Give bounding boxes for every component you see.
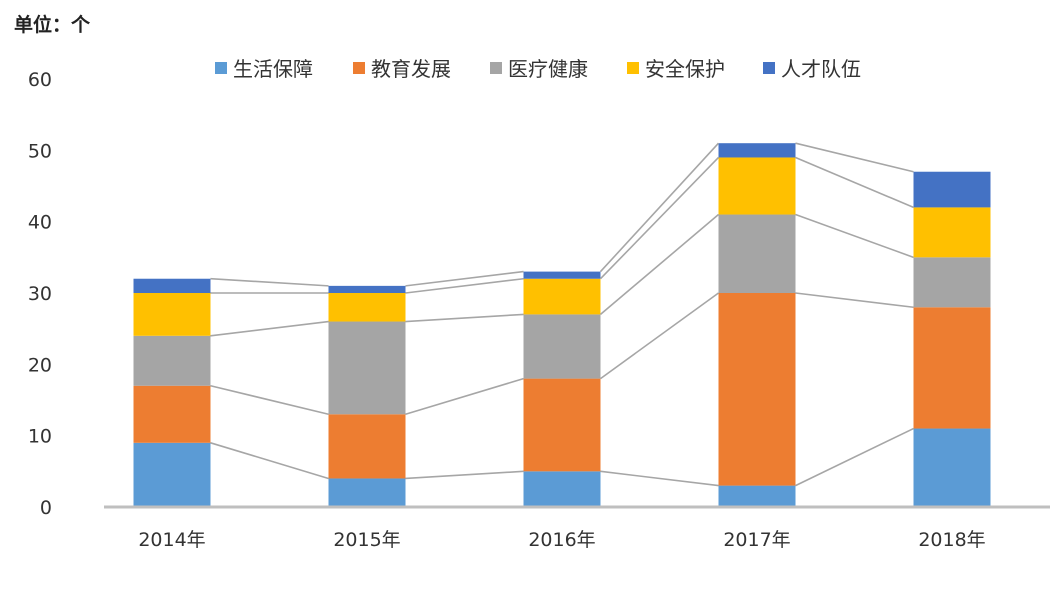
series-line: [599, 156, 720, 280]
series-line: [795, 292, 914, 309]
x-tick-label: 2018年: [918, 529, 985, 551]
bar-segment: [718, 485, 796, 507]
legend-swatch: [215, 62, 227, 74]
series-line: [405, 470, 524, 480]
bar-segment: [523, 378, 601, 472]
series-line: [405, 277, 524, 294]
bar-segment: [523, 271, 601, 279]
bar-segment: [718, 157, 796, 215]
bar-segment: [913, 428, 991, 507]
series-line: [405, 377, 524, 416]
bar-segment: [133, 278, 211, 293]
y-tick-label: 50: [28, 140, 52, 162]
series-line: [210, 277, 329, 287]
series-line: [795, 427, 914, 487]
series-line: [599, 213, 720, 316]
y-tick-label: 20: [28, 354, 52, 376]
series-line: [600, 292, 719, 380]
bar-segment: [913, 307, 991, 429]
legend-swatch: [627, 62, 639, 74]
bar-segment: [328, 414, 406, 479]
bar-segment: [523, 471, 601, 507]
legend-swatch: [490, 62, 502, 74]
series-line: [210, 384, 329, 416]
bar-segment: [718, 293, 796, 486]
series-line: [210, 320, 329, 337]
bar-segment: [133, 293, 211, 336]
bar-segment: [328, 293, 406, 322]
legend-label: 人才队伍: [781, 57, 861, 81]
legend-label: 教育发展: [371, 57, 451, 81]
legend-swatch: [353, 62, 365, 74]
series-line: [795, 156, 914, 209]
bar-segment: [718, 143, 796, 158]
bar-segment: [913, 171, 991, 208]
series-line: [405, 270, 524, 287]
legend-label: 生活保障: [233, 57, 313, 81]
y-tick-label: 40: [28, 212, 52, 234]
bar-segment: [913, 207, 991, 258]
y-tick-label: 60: [28, 69, 52, 91]
series-line: [795, 142, 914, 173]
x-tick-label: 2017年: [723, 529, 790, 551]
series-line: [599, 142, 720, 273]
legend-label: 医疗健康: [508, 57, 588, 81]
unit-label: 单位：个: [14, 14, 91, 36]
bar-segment: [133, 385, 211, 443]
x-tick-label: 2015年: [333, 529, 400, 551]
x-tick-label: 2014年: [138, 529, 205, 551]
bar-segment: [718, 214, 796, 293]
y-tick-label: 30: [28, 283, 52, 305]
bar-segment: [523, 314, 601, 379]
bar-segment: [133, 335, 211, 386]
bar-segment: [133, 442, 211, 507]
bar-segment: [913, 257, 991, 308]
series-line: [600, 470, 719, 487]
legend-label: 安全保护: [645, 57, 725, 81]
y-tick-label: 0: [40, 497, 52, 519]
x-tick-label: 2016年: [528, 529, 595, 551]
bar-segment: [328, 321, 406, 415]
bar-segment: [328, 285, 406, 293]
legend-swatch: [763, 62, 775, 74]
bar-segment: [328, 478, 406, 507]
y-tick-label: 10: [28, 426, 52, 448]
series-line: [405, 313, 524, 323]
bar-segment: [523, 278, 601, 315]
series-line: [210, 442, 329, 480]
series-line: [795, 213, 914, 259]
